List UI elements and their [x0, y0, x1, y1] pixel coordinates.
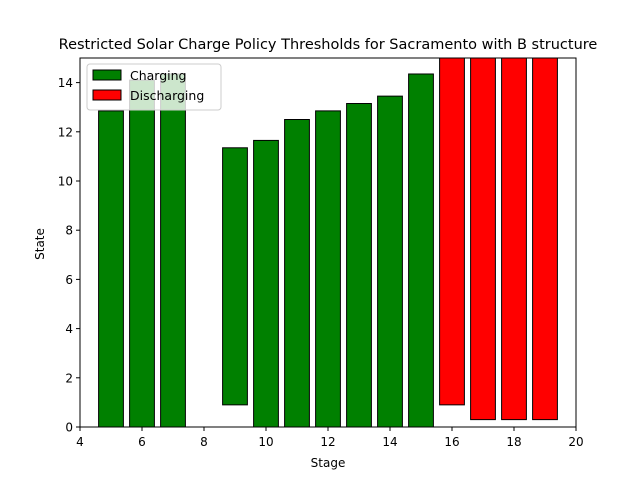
x-tick-label: 20 — [568, 435, 583, 449]
axes-layer: 4 6 8 10 12 14 16 18 20 0 2 4 6 8 10 12 14 — [58, 57, 584, 449]
y-tick-label: 8 — [65, 224, 73, 238]
bar-charging-6 — [129, 79, 155, 428]
y-tick-label: 6 — [65, 273, 73, 287]
y-axis-label: State — [33, 228, 47, 260]
bar-discharging-16 — [439, 57, 465, 406]
bar-charging-10 — [253, 139, 279, 428]
x-tick-label: 12 — [320, 435, 335, 449]
y-tick-label: 14 — [58, 76, 73, 90]
bars-layer — [98, 57, 558, 428]
x-tick-label: 18 — [506, 435, 521, 449]
y-tick-label: 10 — [58, 175, 73, 189]
y-tick-label: 12 — [58, 125, 73, 139]
bar-charging-13 — [346, 103, 372, 428]
legend: Charging Discharging — [86, 63, 222, 111]
y-tick-label: 0 — [65, 421, 73, 435]
bar-discharging-18 — [501, 57, 527, 421]
legend-label-charging: Charging — [130, 68, 187, 83]
bar-charging-7 — [160, 73, 186, 428]
legend-swatch-charging — [92, 69, 122, 81]
x-axis-label: Stage — [311, 456, 346, 470]
bar-discharging-17 — [470, 57, 496, 421]
bar-charging-14 — [377, 95, 403, 428]
bar-discharging-19 — [532, 57, 558, 421]
x-tick-label: 8 — [200, 435, 208, 449]
bar-charging-11 — [284, 119, 310, 428]
x-tick-label: 4 — [76, 435, 84, 449]
x-tick-label: 16 — [444, 435, 459, 449]
x-tick-label: 10 — [258, 435, 273, 449]
y-tick-label: 4 — [65, 322, 73, 336]
bar-charging-5 — [98, 110, 124, 428]
chart-title: Restricted Solar Charge Policy Threshold… — [59, 37, 598, 53]
y-tick-label: 2 — [65, 371, 73, 385]
legend-label-discharging: Discharging — [130, 88, 204, 103]
x-tick-label: 14 — [382, 435, 397, 449]
bar-charging-12 — [315, 110, 341, 428]
x-tick-label: 6 — [138, 435, 146, 449]
legend-swatch-discharging — [92, 89, 122, 101]
bar-charging-9 — [222, 147, 248, 406]
bar-charging-15 — [408, 73, 434, 428]
